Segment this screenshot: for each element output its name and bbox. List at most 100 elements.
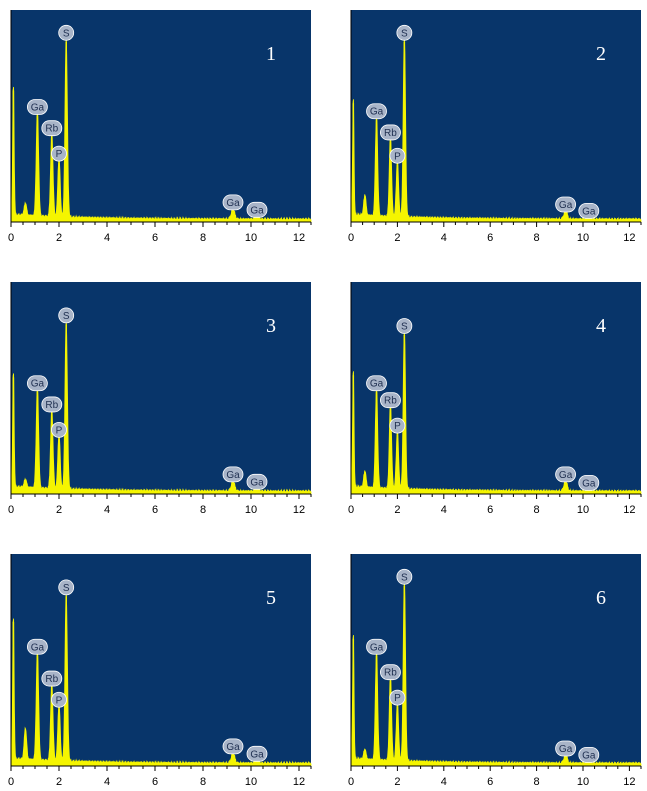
peak-tag-bubble [26,375,48,392]
peak-tag-label: Ga [31,103,45,114]
peak-tag: Rb [380,664,401,681]
peak-tag-bubble [380,664,401,681]
peak-tag: Ga [26,638,48,655]
peak-tag-bubble [396,24,413,41]
plot-background [351,554,641,766]
peak-tag: S [58,579,75,596]
peak-tag-label: Ga [559,200,573,211]
x-tick-label: 0 [348,504,354,516]
peak-tag-label: Ga [31,642,45,653]
peak-tag: S [396,24,413,41]
peak-tag: S [58,24,75,41]
peak-tag-label: Ga [31,379,45,390]
peak-tag: S [58,307,75,324]
x-tick-label: 4 [104,232,110,244]
x-tick-label: 0 [8,232,14,244]
peak-tag-label: Rb [45,400,58,411]
peak-tag-bubble [58,24,75,41]
peak-tag-bubble [246,201,268,218]
panel-number: 5 [266,587,276,609]
peak-tag-label: P [394,151,401,162]
x-tick-label: 12 [293,232,305,244]
x-tick-label: 10 [577,776,589,788]
peak-tag-label: Ga [226,742,240,753]
peak-tag-label: Ga [582,750,596,761]
peak-tag-bubble [380,124,401,141]
x-tick-label: 4 [441,232,447,244]
x-tick-label: 10 [577,504,589,516]
peak-tag: P [389,417,406,434]
x-tick-label: 10 [245,232,257,244]
x-tick-label: 4 [441,776,447,788]
x-tick-label: 12 [623,776,635,788]
spectrum-trace [350,37,642,223]
x-tick-label: 0 [348,776,354,788]
panel-number: 1 [266,43,276,65]
peak-tag: Ga [578,474,600,491]
peak-tag-label: Ga [559,470,573,481]
peak-tag-label: P [394,421,401,432]
x-tick-label: 0 [8,776,14,788]
peak-tag: P [389,147,406,164]
panel-number: 2 [596,43,606,65]
peak-tag-bubble [555,196,577,213]
x-tick-label: 12 [293,776,305,788]
peak-tag: Ga [246,745,268,762]
x-tick-label: 8 [534,504,540,516]
peak-tag: Rb [41,396,63,413]
x-tick-label: 6 [152,504,158,516]
peak-tag-bubble [26,99,48,115]
peak-tag: Ga [366,375,387,392]
peak-tag: Rb [380,124,401,141]
peak-tag-bubble [41,120,63,137]
peak-tag: Rb [41,120,63,137]
x-tick-label: 10 [245,776,257,788]
peak-tag: Ga [555,466,577,483]
peak-tag: P [51,691,67,708]
peak-tag-label: Ga [226,470,240,481]
peak-tag: P [389,689,406,706]
peak-tag-bubble [578,474,600,491]
peak-tag-label: Ga [226,198,240,209]
peak-tag-bubble [555,740,577,757]
spectrum-trace [10,37,312,223]
peak-tag-label: Ga [582,206,596,217]
peak-tag-label: Ga [370,379,384,390]
peak-tag-bubble [51,421,67,438]
peak-tag-bubble [578,746,600,763]
peak-tag-label: S [401,28,408,39]
peak-tag-label: Rb [45,674,58,685]
peak-tag-label: Ga [559,744,573,755]
x-tick-label: 2 [394,504,400,516]
peak-tag: Rb [380,392,401,409]
x-tick-label: 2 [394,232,400,244]
x-tick-label: 12 [293,504,305,516]
peak-tag: P [51,145,67,162]
x-tick-label: 2 [394,776,400,788]
x-tick-label: 12 [623,232,635,244]
peak-tag-bubble [389,147,406,164]
peak-tag: Ga [222,194,244,211]
peak-tag-bubble [51,145,67,162]
peak-tag-label: Rb [384,128,397,139]
x-tick-label: 6 [487,776,493,788]
peak-tag-label: S [401,322,408,333]
x-tick-label: 6 [152,232,158,244]
spectrum-trace [10,592,312,767]
spectrum-trace [10,320,312,495]
spectrum-chart-5: 0 2 4 6 8 10 12 5 S Ga Rb P Ga Ga [8,554,312,788]
peak-tag: Ga [246,473,268,490]
peak-tag-bubble [222,194,244,211]
x-tick-label: 10 [245,504,257,516]
peak-tag-bubble [366,375,387,392]
peak-tag-bubble [222,466,244,483]
panel-number: 3 [266,315,276,337]
peak-tag: Rb [41,670,63,687]
x-tick-label: 4 [104,776,110,788]
x-tick-label: 6 [487,232,493,244]
plot-background [351,10,641,222]
peak-tag-bubble [246,745,268,762]
peak-tag-label: Ga [370,107,384,118]
